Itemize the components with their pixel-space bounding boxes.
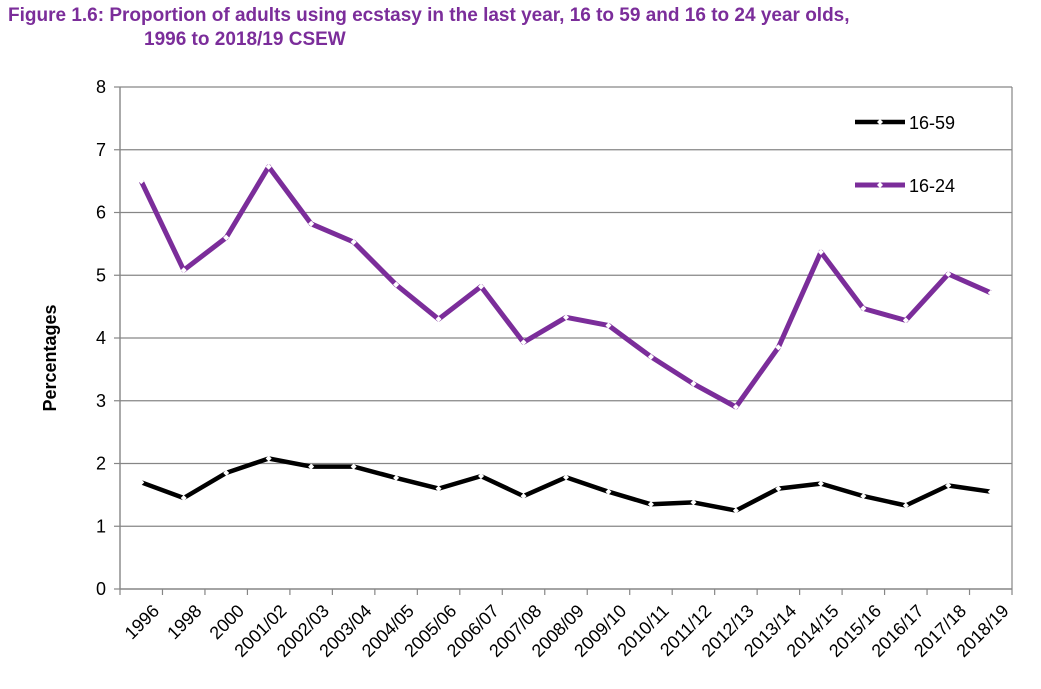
data-point-16-59	[138, 479, 145, 486]
data-point-16-59	[350, 463, 357, 470]
y-tick-label: 5	[96, 265, 106, 285]
chart-title-line-1: Figure 1.6: Proportion of adults using e…	[8, 5, 850, 26]
y-tick-label: 7	[96, 140, 106, 160]
legend-label-16-24: 16-24	[909, 176, 955, 196]
data-point-16-24	[647, 353, 654, 360]
data-point-16-59	[987, 488, 994, 495]
data-point-16-59	[265, 455, 272, 462]
data-point-16-24	[690, 380, 697, 387]
data-point-16-24	[520, 339, 527, 346]
data-point-16-59	[902, 502, 909, 509]
data-point-16-59	[732, 507, 739, 514]
data-point-16-59	[860, 493, 867, 500]
data-point-16-24	[265, 163, 272, 170]
data-point-16-24	[732, 404, 739, 411]
data-point-16-59	[435, 485, 442, 492]
series-line-16-59	[140, 456, 992, 513]
data-point-16-24	[817, 249, 824, 256]
data-point-16-24	[435, 316, 442, 323]
y-axis-label: Percentages	[40, 304, 60, 411]
data-point-16-59	[945, 482, 952, 489]
data-point-16-59	[520, 493, 527, 500]
data-point-16-59	[775, 485, 782, 492]
y-tick-label: 3	[96, 391, 106, 411]
chart-title: Figure 1.6: Proportion of adults using e…	[8, 4, 1038, 52]
y-tick-label: 1	[96, 516, 106, 536]
y-tick-label: 0	[96, 579, 106, 599]
series-lines	[138, 163, 994, 514]
data-point-16-59	[563, 474, 569, 481]
gridlines	[120, 86, 1012, 527]
data-point-16-24	[138, 178, 145, 185]
data-point-16-59	[223, 469, 230, 476]
data-point-16-24	[775, 344, 782, 351]
data-point-16-59	[647, 501, 654, 508]
data-point-16-59	[180, 495, 187, 502]
y-tick-label: 6	[96, 203, 106, 223]
data-point-16-59	[308, 463, 315, 470]
x-tick-labels: 1996 1998 20002001/022002/032003/042004/05…	[121, 601, 1013, 661]
data-point-16-59	[690, 499, 697, 506]
data-point-16-24	[478, 283, 485, 290]
axes	[114, 86, 1013, 595]
data-point-16-24	[860, 305, 867, 312]
data-point-16-24	[393, 281, 400, 288]
data-point-16-59	[478, 473, 485, 480]
data-point-16-24	[902, 317, 909, 324]
y-tick-labels: 0 1 2 3 4 5 6 7 8	[96, 77, 106, 599]
data-point-16-24	[945, 270, 952, 277]
data-point-16-59	[393, 474, 400, 481]
data-point-16-24	[563, 314, 569, 321]
data-point-16-24	[180, 267, 187, 274]
data-point-16-59	[817, 480, 824, 487]
data-point-16-59	[605, 488, 612, 495]
legend-label-16-59: 16-59	[909, 113, 955, 133]
x-tick-label: 1996	[121, 601, 163, 643]
data-point-16-24	[308, 220, 315, 227]
data-point-16-24	[605, 322, 612, 329]
data-point-16-24	[223, 234, 230, 241]
data-point-16-24	[350, 238, 357, 245]
legend: 16-59 16-24	[855, 113, 955, 196]
legend-marker-16-24	[877, 182, 883, 188]
chart-title-line-2: 1996 to 2018/19 CSEW	[144, 29, 346, 50]
y-tick-label: 2	[96, 454, 106, 474]
legend-marker-16-59	[877, 119, 883, 125]
y-tick-label: 4	[96, 328, 106, 348]
y-tick-label: 8	[96, 77, 106, 97]
data-point-16-24	[987, 289, 994, 296]
x-tick-label: 1998	[163, 601, 205, 643]
series-line-16-24	[138, 164, 992, 410]
